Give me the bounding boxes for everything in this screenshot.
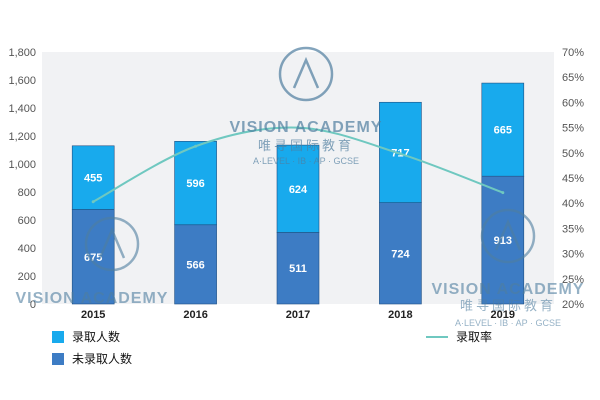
watermark-subtitle-right: A·LEVEL · IB · AP · GCSE bbox=[455, 318, 561, 328]
y2-tick-label: 45% bbox=[562, 173, 584, 185]
bar-2016-series-1 bbox=[174, 141, 217, 226]
y-tick-label: 1,000 bbox=[8, 159, 36, 171]
legend-label-rate: 录取率 bbox=[456, 330, 493, 344]
watermark-a-icon bbox=[292, 56, 320, 89]
y-tick-label: 0 bbox=[30, 299, 36, 311]
watermark-subtitle: A·LEVEL · IB · AP · GCSE bbox=[253, 156, 359, 166]
left-axis: 0 200 400 600 800 1,000 1,200 1,400 1,600 1,800 bbox=[8, 47, 36, 311]
legend-swatch-admitted bbox=[52, 330, 64, 343]
legend-swatch-not-admitted bbox=[52, 352, 64, 365]
data-label: 665 bbox=[494, 125, 512, 137]
x-tick-label: 2016 bbox=[183, 309, 207, 321]
legend-label-admitted: 录取人数 bbox=[72, 330, 121, 344]
watermark-logo-icon bbox=[278, 46, 334, 102]
y2-tick-label: 70% bbox=[562, 47, 584, 59]
watermark-logo-left-icon bbox=[84, 216, 140, 272]
y2-tick-label: 30% bbox=[562, 249, 584, 261]
data-label: 624 bbox=[289, 184, 308, 196]
watermark-a-left-icon bbox=[98, 226, 126, 259]
watermark-title: VISION ACADEMY bbox=[230, 119, 383, 136]
watermark-a-right-icon bbox=[494, 218, 522, 251]
bar-2017-series-0 bbox=[276, 232, 320, 305]
y2-tick-label: 25% bbox=[562, 274, 584, 286]
legend-item-admitted: 录取人数 bbox=[52, 328, 120, 345]
y-tick-label: 600 bbox=[18, 215, 36, 227]
rate-point-2017 bbox=[296, 126, 300, 130]
watermark-top: VISION ACADEMY 唯寻国际教育 A·LEVEL · IB · AP … bbox=[230, 46, 383, 166]
legend-item-not-admitted: 未录取人数 bbox=[52, 350, 132, 367]
data-label: 596 bbox=[186, 178, 204, 190]
data-label: 511 bbox=[289, 263, 307, 275]
watermark-left: VISION ACADEMY bbox=[16, 216, 169, 307]
y2-tick-label: 35% bbox=[562, 223, 584, 235]
x-tick-label: 2018 bbox=[388, 309, 412, 321]
x-tick-label: 2019 bbox=[491, 309, 515, 321]
y-tick-label: 800 bbox=[18, 187, 36, 199]
legend-swatch-rate bbox=[426, 335, 448, 338]
rate-point-2019 bbox=[501, 191, 505, 195]
watermark-chinese: 唯寻国际教育 bbox=[258, 138, 354, 154]
right-axis: 20% 25% 30% 35% 40% 45% 50% 55% 60% 65% 70% bbox=[562, 47, 584, 311]
bar-2016-series-0 bbox=[174, 224, 217, 305]
data-label: 724 bbox=[391, 248, 410, 260]
y2-tick-label: 50% bbox=[562, 148, 584, 160]
y2-tick-label: 65% bbox=[562, 72, 584, 84]
y2-tick-label: 20% bbox=[562, 299, 584, 311]
rate-point-2016 bbox=[194, 144, 198, 148]
legend-item-rate: 录取率 bbox=[426, 328, 492, 345]
x-tick-label: 2015 bbox=[81, 309, 105, 321]
watermark-logo-right-icon bbox=[480, 208, 536, 264]
y2-tick-label: 40% bbox=[562, 198, 584, 210]
y-tick-label: 200 bbox=[18, 271, 36, 283]
y-tick-label: 1,200 bbox=[8, 131, 36, 143]
data-label: 455 bbox=[84, 173, 102, 185]
watermark-chinese-right: 唯寻国际教育 bbox=[460, 298, 556, 314]
y2-tick-label: 55% bbox=[562, 123, 584, 135]
bar-2017-series-1 bbox=[276, 144, 320, 233]
data-label: 566 bbox=[186, 259, 204, 271]
watermark-title-right: VISION ACADEMY bbox=[432, 281, 585, 298]
bar-2015-series-1 bbox=[71, 145, 115, 210]
y-tick-label: 400 bbox=[18, 243, 36, 255]
y-tick-label: 1,800 bbox=[8, 47, 36, 59]
category-axis: 2015 2016 2017 2018 2019 bbox=[81, 309, 515, 321]
rate-line-group bbox=[91, 126, 505, 204]
watermark-right: VISION ACADEMY 唯寻国际教育 A·LEVEL · IB · AP … bbox=[432, 208, 585, 328]
legend-label-not-admitted: 未录取人数 bbox=[72, 352, 133, 366]
x-tick-label: 2017 bbox=[286, 309, 310, 321]
rate-point-2015 bbox=[91, 200, 95, 204]
y-tick-label: 1,400 bbox=[8, 103, 36, 115]
y-tick-label: 1,600 bbox=[8, 75, 36, 87]
watermark-title-left: VISION ACADEMY bbox=[16, 290, 169, 307]
bar-2018-series-0 bbox=[379, 202, 422, 305]
bar-2019-series-1 bbox=[481, 82, 525, 177]
y2-tick-label: 60% bbox=[562, 97, 584, 109]
rate-point-2018 bbox=[398, 152, 402, 156]
